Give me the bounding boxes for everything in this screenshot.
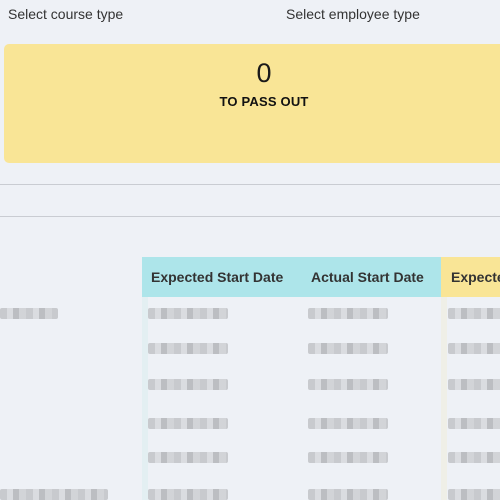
- column-header-expected-end-date[interactable]: Expecte: [441, 257, 500, 297]
- section-divider: [0, 184, 500, 185]
- redacted-expected-start-cell: [148, 308, 228, 319]
- redacted-expected-start-cell: [148, 379, 228, 390]
- redacted-name-cell: [0, 489, 108, 500]
- redacted-actual-start-cell: [308, 308, 388, 319]
- column-tint: [142, 297, 148, 500]
- to-pass-out-summary-card[interactable]: 0 TO PASS OUT: [4, 44, 500, 163]
- table-row[interactable]: [0, 441, 500, 475]
- redacted-name-cell: [0, 308, 58, 319]
- column-header-expected-start-date[interactable]: Expected Start Date: [142, 257, 302, 297]
- to-pass-out-caption: TO PASS OUT: [219, 94, 309, 109]
- employee-type-select-label[interactable]: Select employee type: [286, 6, 420, 22]
- column-header-actual-start-date[interactable]: Actual Start Date: [302, 257, 441, 297]
- redacted-expected-end-cell: [448, 418, 500, 429]
- section-divider: [0, 216, 500, 217]
- redacted-expected-end-cell: [448, 308, 500, 319]
- table-row[interactable]: [0, 478, 500, 500]
- course-type-select-label[interactable]: Select course type: [8, 6, 124, 22]
- table-row[interactable]: [0, 368, 500, 402]
- redacted-actual-start-cell: [308, 379, 388, 390]
- to-pass-out-count: 0: [256, 58, 272, 88]
- column-tint: [441, 297, 447, 500]
- table-row[interactable]: [0, 332, 500, 366]
- table-row[interactable]: [0, 407, 500, 441]
- redacted-expected-start-cell: [148, 489, 228, 500]
- redacted-actual-start-cell: [308, 418, 388, 429]
- redacted-expected-end-cell: [448, 343, 500, 354]
- redacted-actual-start-cell: [308, 452, 388, 463]
- redacted-expected-start-cell: [148, 452, 228, 463]
- redacted-expected-start-cell: [148, 343, 228, 354]
- redacted-expected-end-cell: [448, 379, 500, 390]
- redacted-actual-start-cell: [308, 489, 388, 500]
- redacted-actual-start-cell: [308, 343, 388, 354]
- table-row[interactable]: [0, 297, 500, 331]
- redacted-expected-end-cell: [448, 452, 500, 463]
- redacted-expected-end-cell: [448, 489, 500, 500]
- redacted-expected-start-cell: [148, 418, 228, 429]
